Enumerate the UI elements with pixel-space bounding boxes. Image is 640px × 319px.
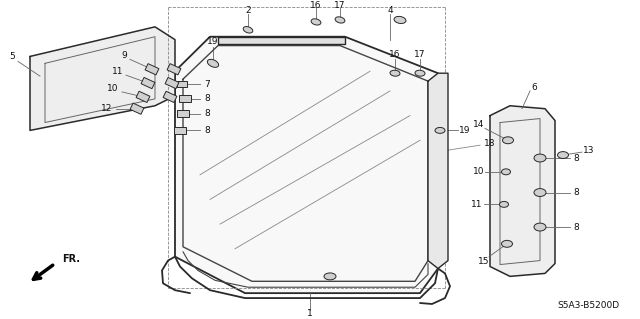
Ellipse shape bbox=[311, 19, 321, 25]
Ellipse shape bbox=[435, 128, 445, 133]
Text: 14: 14 bbox=[474, 120, 484, 129]
Text: 2: 2 bbox=[245, 5, 251, 15]
Ellipse shape bbox=[394, 16, 406, 24]
Ellipse shape bbox=[557, 152, 568, 159]
Bar bbox=[145, 63, 159, 75]
Polygon shape bbox=[490, 106, 555, 276]
Bar bbox=[130, 103, 144, 114]
Polygon shape bbox=[175, 37, 438, 293]
Bar bbox=[179, 95, 191, 102]
Text: 11: 11 bbox=[471, 200, 483, 209]
Text: 18: 18 bbox=[484, 139, 496, 148]
Ellipse shape bbox=[502, 169, 511, 175]
Ellipse shape bbox=[207, 59, 219, 67]
Text: 17: 17 bbox=[334, 1, 346, 10]
Text: 15: 15 bbox=[478, 257, 490, 266]
Text: FR.: FR. bbox=[62, 254, 80, 263]
Text: 1: 1 bbox=[307, 309, 313, 318]
Text: S5A3-B5200D: S5A3-B5200D bbox=[558, 301, 620, 310]
Ellipse shape bbox=[502, 241, 513, 247]
Bar bbox=[177, 110, 189, 117]
Bar bbox=[163, 91, 177, 102]
Text: 4: 4 bbox=[387, 5, 393, 15]
Text: 8: 8 bbox=[573, 223, 579, 232]
Ellipse shape bbox=[534, 154, 546, 162]
Ellipse shape bbox=[502, 137, 513, 144]
Text: 17: 17 bbox=[414, 50, 426, 59]
Text: 10: 10 bbox=[473, 167, 484, 176]
Text: 19: 19 bbox=[207, 37, 219, 46]
Ellipse shape bbox=[534, 189, 546, 197]
Ellipse shape bbox=[415, 70, 425, 76]
Text: 9: 9 bbox=[121, 51, 127, 60]
Text: 8: 8 bbox=[573, 153, 579, 162]
Polygon shape bbox=[30, 27, 175, 130]
Text: 13: 13 bbox=[583, 146, 595, 155]
Text: 16: 16 bbox=[310, 1, 322, 10]
Text: 12: 12 bbox=[101, 104, 113, 113]
Ellipse shape bbox=[324, 273, 336, 280]
Bar bbox=[165, 78, 179, 89]
Text: 8: 8 bbox=[204, 109, 210, 118]
Ellipse shape bbox=[499, 201, 509, 207]
Text: 11: 11 bbox=[112, 67, 124, 76]
Text: 19: 19 bbox=[460, 126, 471, 135]
Ellipse shape bbox=[534, 223, 546, 231]
Text: 16: 16 bbox=[389, 50, 401, 59]
Bar bbox=[141, 78, 155, 89]
Text: 8: 8 bbox=[573, 188, 579, 197]
Polygon shape bbox=[218, 37, 345, 44]
Bar bbox=[177, 81, 187, 87]
Bar bbox=[174, 127, 186, 134]
Ellipse shape bbox=[243, 26, 253, 33]
Text: 10: 10 bbox=[108, 85, 119, 93]
Bar bbox=[136, 91, 150, 102]
Text: 8: 8 bbox=[204, 94, 210, 103]
Bar bbox=[167, 63, 181, 75]
Polygon shape bbox=[428, 73, 448, 269]
Text: 6: 6 bbox=[531, 83, 537, 92]
Text: 8: 8 bbox=[204, 126, 210, 135]
Text: 7: 7 bbox=[204, 79, 210, 89]
Text: 5: 5 bbox=[9, 52, 15, 61]
Ellipse shape bbox=[390, 70, 400, 76]
Ellipse shape bbox=[335, 17, 345, 23]
